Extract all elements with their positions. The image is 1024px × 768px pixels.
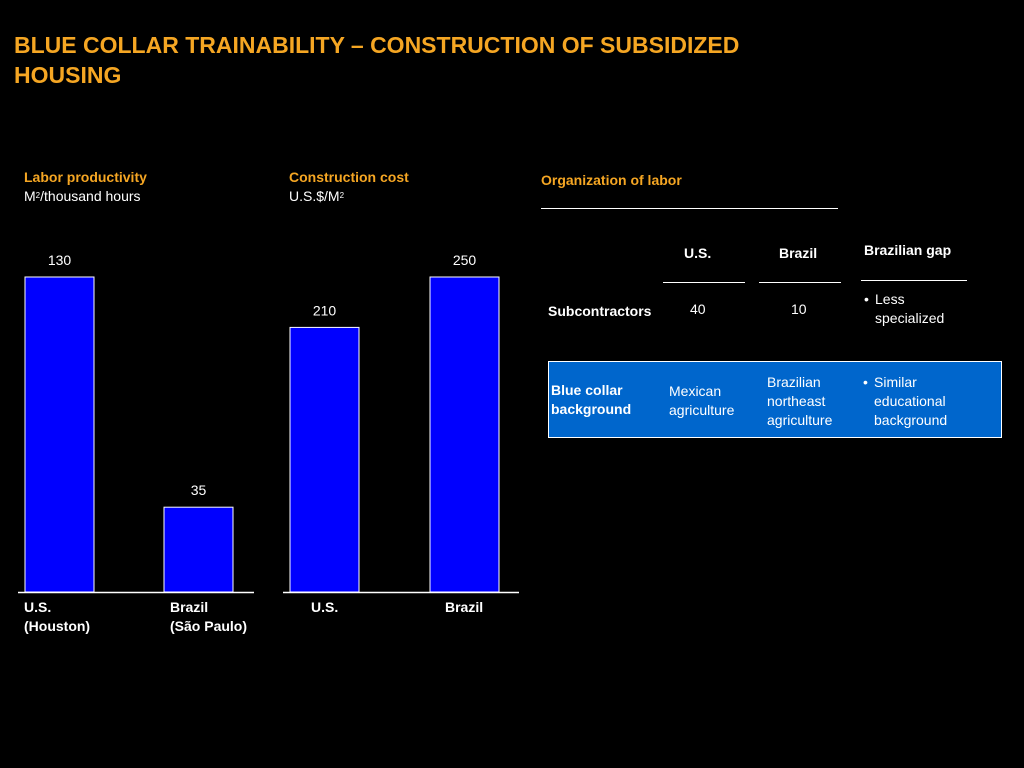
labor-productivity-unit: M2/thousand hours <box>24 188 141 204</box>
construction-cost-bar-0 <box>289 326 360 593</box>
construction-cost-category-label-0: U.S. <box>311 599 338 615</box>
col-header-gap: Brazilian gap <box>864 242 952 258</box>
blue-collar-row-panel <box>548 361 1002 438</box>
col-rule-us <box>663 282 745 283</box>
labor-productivity-value-label-0: 130 <box>48 252 72 268</box>
cell-subcontractors-us: 40 <box>690 301 706 317</box>
labor-productivity-title: Labor productivity <box>24 169 147 185</box>
row-label-subcontractors: Subcontractors <box>548 303 652 319</box>
labor-productivity-category-sublabel-1: (São Paulo) <box>170 618 247 634</box>
cell-subcontractors-brazil: 10 <box>791 301 807 317</box>
col-rule-brazil <box>759 282 841 283</box>
labor-productivity-header: Labor productivity M2/thousand hours <box>24 168 147 206</box>
construction-cost-bar-1 <box>429 276 500 593</box>
col-rule-gap <box>861 280 967 281</box>
cell-subcontractors-gap: • Less specialized <box>864 291 945 326</box>
org-title: Organization of labor <box>541 172 682 188</box>
labor-productivity-value-label-1: 35 <box>191 482 207 498</box>
bullet-icon: • <box>864 291 869 307</box>
bullet-icon: • <box>863 374 868 390</box>
cell-blue-collar-us: Mexican agriculture <box>669 383 735 418</box>
cell-blue-collar-gap: • Similar educational background <box>863 374 948 428</box>
col-header-us: U.S. <box>684 245 712 261</box>
construction-cost-value-label-0: 210 <box>313 302 337 318</box>
row-label-blue-collar: Blue collar background <box>551 382 632 417</box>
labor-productivity-category-label-0: U.S. <box>24 599 51 615</box>
org-title-rule <box>541 208 838 209</box>
labor-productivity-category-sublabel-0: (Houston) <box>24 618 90 634</box>
construction-cost-unit: U.S.$/M2 <box>289 188 345 204</box>
cell-blue-collar-brazil: Brazilian northeast agriculture <box>767 374 833 428</box>
labor-productivity-category-label-1: Brazil <box>170 599 208 615</box>
slide-title: BLUE COLLAR TRAINABILITY – CONSTRUCTION … <box>14 32 740 88</box>
labor-productivity-bar-1 <box>163 506 234 593</box>
construction-cost-value-label-1: 250 <box>453 252 477 268</box>
col-header-brazil: Brazil <box>779 245 818 261</box>
construction-cost-title: Construction cost <box>289 169 409 185</box>
construction-cost-category-label-1: Brazil <box>445 599 483 615</box>
construction-cost-header: Construction cost U.S.$/M2 <box>289 168 409 206</box>
labor-productivity-bar-0 <box>24 276 95 593</box>
